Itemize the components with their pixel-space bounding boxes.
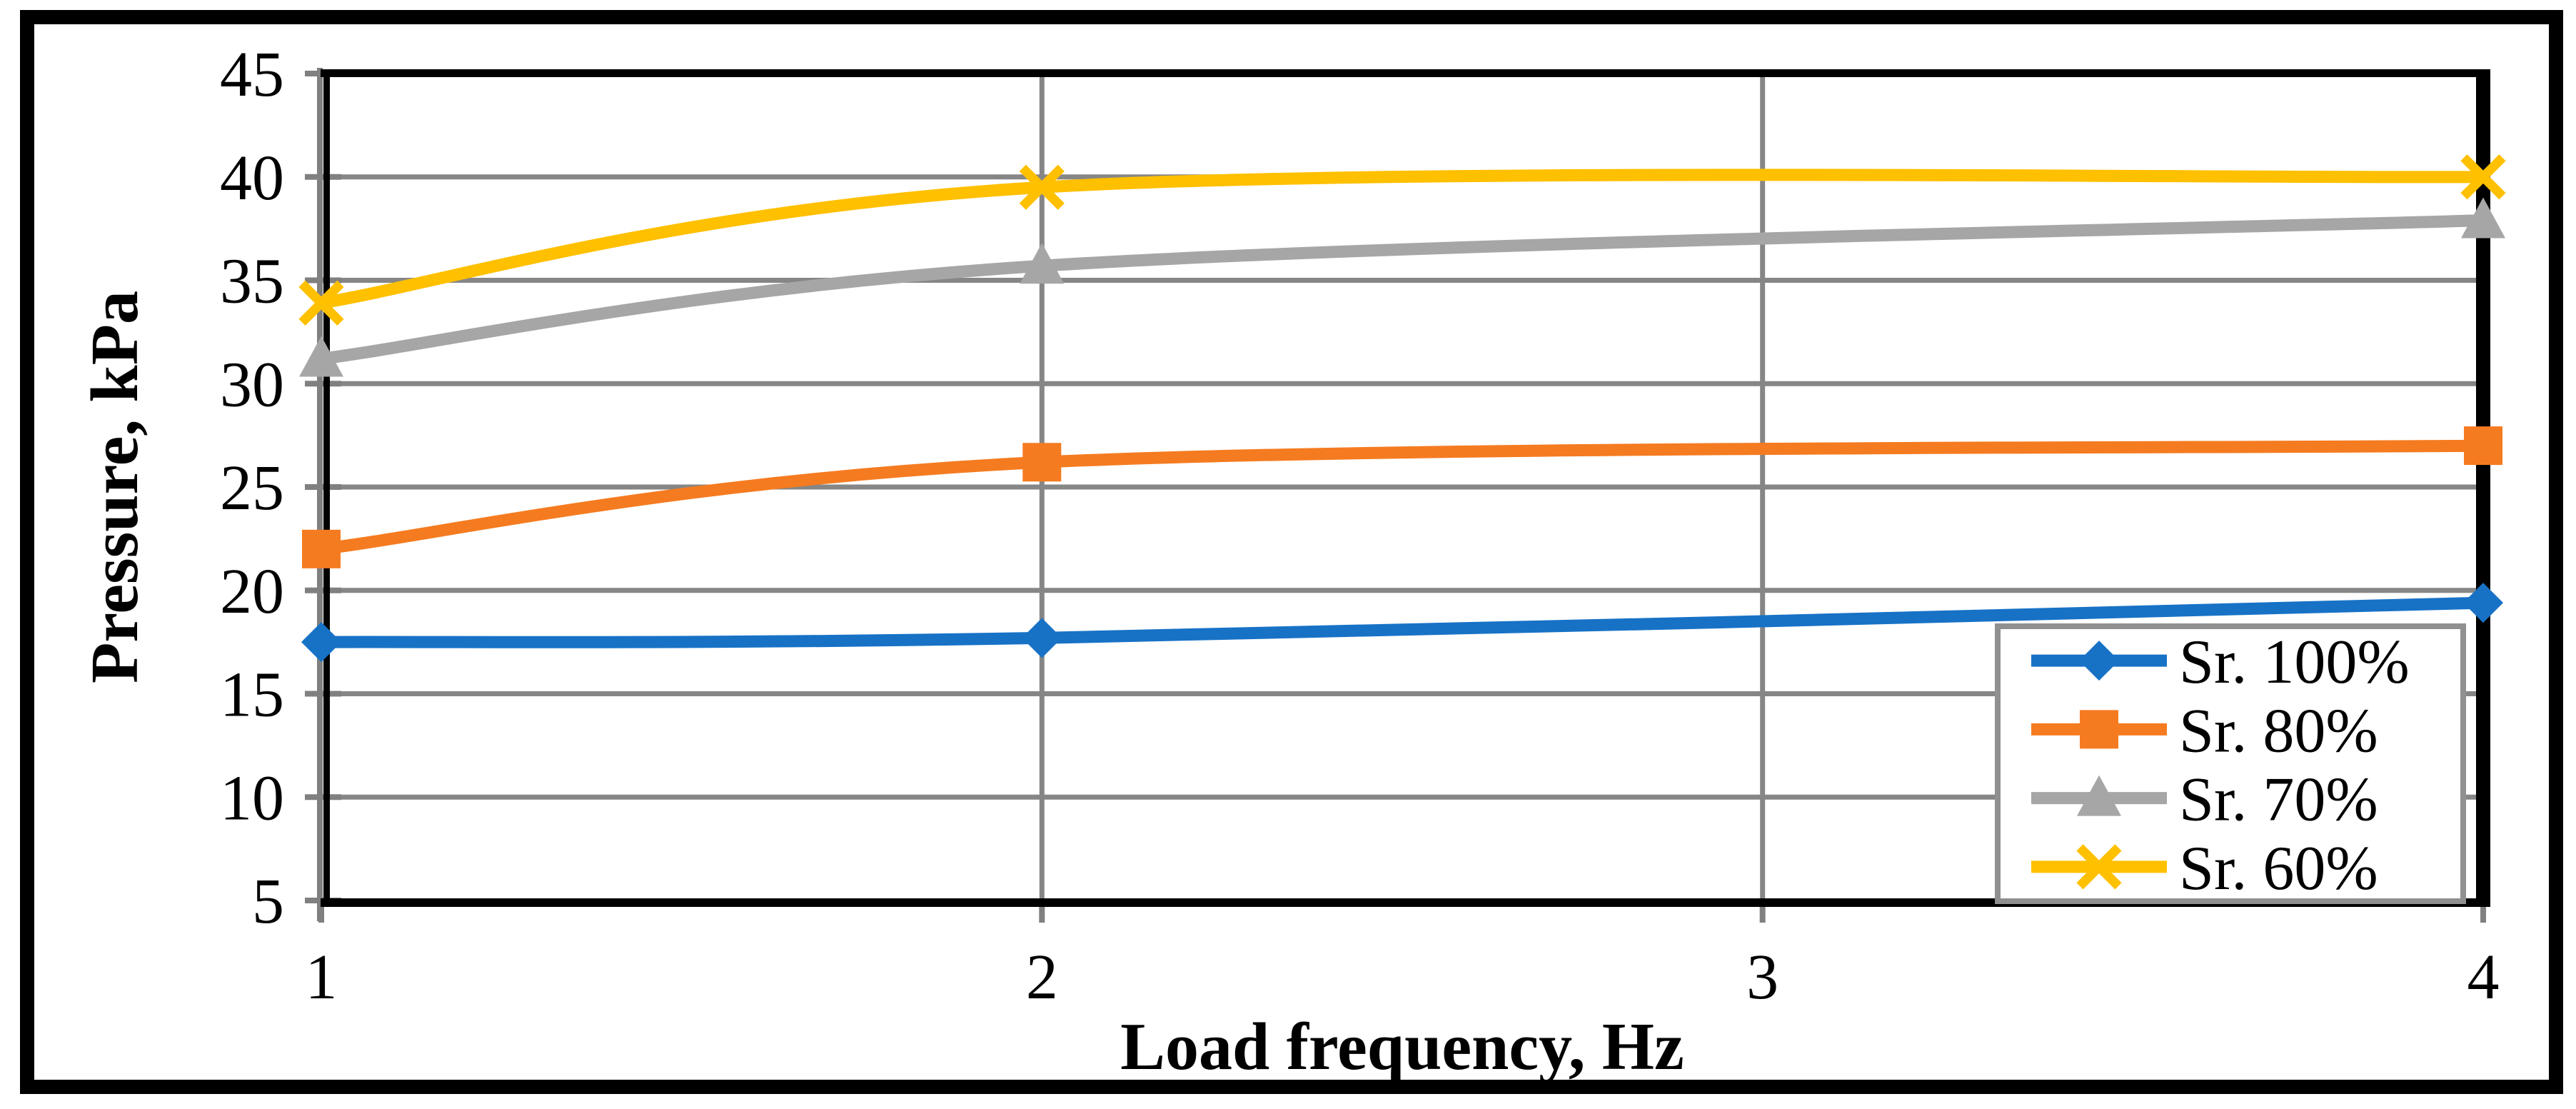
x-axis-title: Load frequency, Hz bbox=[1120, 1010, 1684, 1084]
series-sr-100 bbox=[301, 583, 2503, 663]
y-tick-label-35: 35 bbox=[220, 246, 284, 317]
legend-item-sr-80: Sr. 80% bbox=[2031, 696, 2378, 766]
series-sr-60-marker-x4 bbox=[2460, 154, 2506, 200]
h-gridline-20 bbox=[330, 588, 2476, 593]
x-tick-label-3: 3 bbox=[1746, 942, 1778, 1013]
legend-label-sr-70: Sr. 70% bbox=[2179, 766, 2378, 835]
series-sr-70-marker-x2 bbox=[1020, 243, 1065, 284]
legend-marker-sr-80 bbox=[2080, 710, 2118, 749]
series-sr-80-line bbox=[315, 439, 2490, 556]
x-tick-label-4: 4 bbox=[2467, 942, 2500, 1013]
y-tick-label-45: 45 bbox=[220, 39, 284, 110]
y-tick-20 bbox=[305, 587, 341, 593]
y-tick-15 bbox=[305, 691, 341, 697]
x-tick-label-2: 2 bbox=[1026, 942, 1058, 1013]
series-sr-70 bbox=[299, 197, 2505, 377]
plot-border-bottom bbox=[321, 898, 2490, 907]
series-sr-60-marker-x1 bbox=[298, 280, 344, 326]
legend-box bbox=[1995, 623, 2466, 904]
y-tick-35 bbox=[305, 277, 341, 283]
h-gridline-15 bbox=[330, 691, 2476, 696]
series-sr-70-line bbox=[315, 214, 2490, 366]
plot-area-border bbox=[321, 69, 2490, 907]
y-tick-label-10: 10 bbox=[220, 763, 284, 833]
y-axis-title: Pressure, kPa bbox=[78, 291, 152, 683]
series-sr-70-marker-x4 bbox=[2461, 197, 2505, 239]
x-tick-1 bbox=[318, 907, 324, 923]
x-tick-3 bbox=[1759, 907, 1766, 923]
h-gridline-35 bbox=[330, 278, 2476, 283]
h-gridline-25 bbox=[330, 484, 2476, 490]
series-sr-80 bbox=[302, 426, 2502, 568]
y-tick-label-25: 25 bbox=[220, 453, 284, 523]
v-gridline-3 bbox=[1760, 77, 1766, 898]
h-gridline-30 bbox=[330, 381, 2476, 386]
y-tick-label-30: 30 bbox=[220, 349, 284, 420]
series-sr-60-line bbox=[315, 169, 2490, 309]
x-tick-label-1: 1 bbox=[306, 942, 338, 1013]
legend-item-sr-70: Sr. 70% bbox=[2031, 766, 2378, 835]
y-tick-label-15: 15 bbox=[220, 660, 284, 731]
legend: Sr. 100%Sr. 80%Sr. 70%Sr. 60% bbox=[1995, 623, 2466, 904]
y-tick-30 bbox=[305, 381, 341, 387]
series-sr-100-marker-x1 bbox=[301, 622, 341, 663]
v-gridline-2 bbox=[1039, 77, 1045, 898]
h-gridline-10 bbox=[330, 794, 2476, 800]
y-tick-label-20: 20 bbox=[220, 556, 284, 627]
y-tick-40 bbox=[305, 174, 341, 180]
plot-border-top bbox=[321, 69, 2490, 77]
legend-item-sr-60: Sr. 60% bbox=[2031, 834, 2378, 903]
legend-item-sr-100: Sr. 100% bbox=[2031, 628, 2410, 697]
series-sr-80-marker-x4 bbox=[2464, 426, 2502, 466]
legend-marker-sr-100 bbox=[2079, 641, 2119, 681]
legend-marker-sr-60 bbox=[2076, 844, 2122, 890]
plot-border-left bbox=[323, 69, 330, 907]
y-tick-25 bbox=[305, 484, 341, 490]
series-sr-80-marker-x1 bbox=[302, 529, 341, 568]
x-tick-2 bbox=[1039, 907, 1045, 923]
legend-label-sr-60: Sr. 60% bbox=[2179, 834, 2378, 903]
series-sr-60 bbox=[298, 154, 2506, 326]
series-sr-60-marker-x2 bbox=[1019, 164, 1065, 210]
series-sr-100-marker-x4 bbox=[2463, 583, 2503, 623]
y-tick-label-5: 5 bbox=[252, 866, 284, 937]
legend-label-sr-100: Sr. 100% bbox=[2179, 628, 2410, 697]
x-tick-4 bbox=[2480, 907, 2486, 923]
y-tick-label-40: 40 bbox=[220, 143, 284, 214]
tick-labels: 45 40 35 30 25 20 15 10 51 2 3 4 bbox=[220, 39, 2500, 1013]
legend-marker-sr-70 bbox=[2077, 775, 2121, 816]
series-sr-70-marker-x1 bbox=[299, 336, 343, 377]
y-axis-line bbox=[317, 68, 323, 921]
y-tick-10 bbox=[305, 794, 341, 801]
outer-frame bbox=[20, 10, 2563, 1094]
data-series bbox=[298, 154, 2506, 663]
series-sr-100-marker-x2 bbox=[1022, 618, 1062, 658]
series-sr-100-line bbox=[315, 596, 2490, 648]
series-sr-80-marker-x2 bbox=[1022, 443, 1062, 482]
legend-label-sr-80: Sr. 80% bbox=[2179, 696, 2378, 766]
plot-border-right bbox=[2476, 69, 2490, 907]
